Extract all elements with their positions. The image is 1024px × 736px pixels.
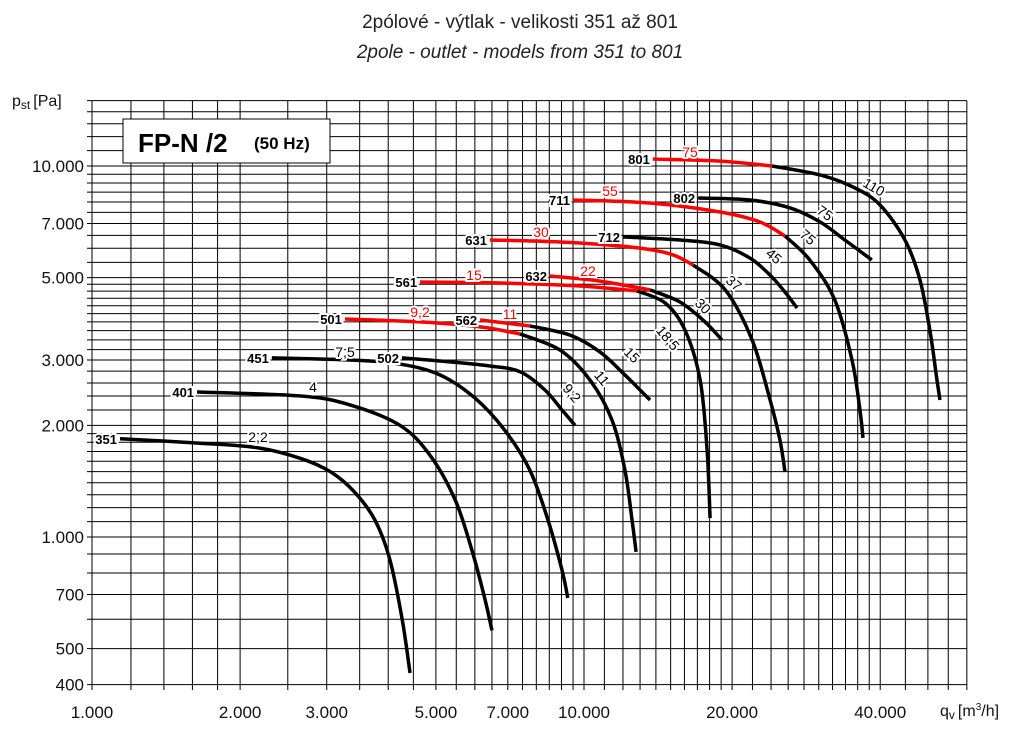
curve-segment-standard bbox=[622, 235, 799, 310]
y-tick-label: 400 bbox=[56, 676, 84, 695]
chart-subtitle: 2pole - outlet - models from 351 to 801 bbox=[356, 42, 683, 63]
x-tick-label: 10.000 bbox=[558, 703, 610, 722]
power-label-highlight-632: 22 bbox=[580, 263, 596, 279]
power-label-711: 75 bbox=[797, 226, 819, 248]
curve-segment-standard bbox=[401, 356, 577, 427]
curve-segment-highlight bbox=[549, 274, 651, 292]
curve-segment-highlight bbox=[572, 198, 786, 238]
x-tick-label: 40.000 bbox=[854, 703, 906, 722]
x-tick-label: 1.000 bbox=[71, 703, 114, 722]
model-label-802: 802 bbox=[673, 191, 695, 206]
curve-711 bbox=[572, 198, 865, 439]
curve-802 bbox=[698, 196, 873, 262]
model-label-631: 631 bbox=[465, 233, 487, 248]
power-label-highlight-801: 75 bbox=[682, 144, 698, 160]
x-tick-label: 5.000 bbox=[415, 703, 458, 722]
badge-frequency: (50 Hz) bbox=[254, 134, 310, 153]
model-label-351: 351 bbox=[95, 432, 117, 447]
model-label-801: 801 bbox=[628, 152, 650, 167]
y-tick-label: 1.000 bbox=[41, 528, 84, 547]
model-label-562: 562 bbox=[455, 313, 477, 328]
power-label-highlight-501: 9,2 bbox=[410, 304, 430, 320]
model-badge: FP-N /2 (50 Hz) bbox=[122, 118, 331, 164]
model-label-712: 712 bbox=[598, 230, 620, 245]
power-label-351: 2,2 bbox=[248, 429, 268, 445]
curve-561 bbox=[420, 280, 712, 519]
curve-segment-standard bbox=[649, 288, 724, 342]
x-axis-label: qv [m3/h] bbox=[940, 702, 999, 722]
curve-segment-standard bbox=[636, 289, 712, 519]
x-tick-label: 3.000 bbox=[305, 703, 348, 722]
y-tick-label: 5.000 bbox=[41, 269, 84, 288]
curve-segment-standard bbox=[771, 164, 942, 401]
power-label-highlight-561: 15 bbox=[466, 267, 482, 283]
badge-title: FP-N /2 bbox=[138, 128, 228, 158]
power-label-highlight-631: 30 bbox=[533, 224, 549, 240]
x-tick-label: 7.000 bbox=[487, 703, 530, 722]
curve-segment-standard bbox=[691, 263, 787, 473]
axis-ticks: 1.000 2.000 3.000 5.000 7.000 10.000 20.000 40.… bbox=[32, 157, 906, 722]
model-label-561: 561 bbox=[395, 275, 417, 290]
x-tick-label: 2.000 bbox=[219, 703, 262, 722]
curve-801 bbox=[652, 157, 942, 401]
y-tick-label: 10.000 bbox=[32, 157, 84, 176]
y-tick-label: 3.000 bbox=[41, 351, 84, 370]
curve-562 bbox=[479, 318, 652, 402]
curve-segment-highlight bbox=[479, 318, 531, 328]
power-label-highlight-711: 55 bbox=[602, 183, 618, 199]
curve-segment-standard bbox=[196, 390, 494, 631]
y-tick-label: 500 bbox=[56, 640, 84, 659]
power-label-502: 9,2 bbox=[560, 380, 585, 405]
model-label-502: 502 bbox=[377, 351, 399, 366]
curve-segment-highlight bbox=[489, 238, 694, 267]
curve-segment-highlight bbox=[652, 157, 773, 168]
y-tick-label: 7.000 bbox=[41, 214, 84, 233]
curve-segment-highlight bbox=[420, 280, 638, 293]
model-label-632: 632 bbox=[525, 269, 547, 284]
curve-segment-highlight bbox=[344, 317, 521, 336]
curve-351 bbox=[119, 437, 412, 674]
curve-segment-standard bbox=[698, 196, 873, 262]
curve-451 bbox=[271, 356, 570, 599]
curve-401 bbox=[196, 390, 494, 631]
curve-segment-standard bbox=[783, 234, 865, 439]
x-tick-label: 20.000 bbox=[706, 703, 758, 722]
model-label-451: 451 bbox=[247, 351, 269, 366]
curve-segment-standard bbox=[271, 356, 570, 599]
power-label-801: 110 bbox=[860, 174, 888, 199]
power-label-451: 7,5 bbox=[335, 344, 355, 360]
curve-502 bbox=[401, 356, 577, 427]
model-label-501: 501 bbox=[320, 312, 342, 327]
y-axis-label: pst [Pa] bbox=[12, 93, 62, 112]
curve-501 bbox=[344, 317, 638, 553]
y-tick-label: 2.000 bbox=[41, 416, 84, 435]
grid bbox=[87, 100, 968, 690]
model-label-401: 401 bbox=[172, 385, 194, 400]
model-label-711: 711 bbox=[549, 193, 570, 208]
power-label-highlight-562: 11 bbox=[503, 306, 518, 322]
curve-segment-standard bbox=[119, 437, 412, 674]
power-label-561: 18,5 bbox=[653, 322, 683, 353]
curve-segment-standard bbox=[519, 332, 638, 553]
curve-712 bbox=[622, 235, 799, 310]
chart-title: 2pólové - výtlak - velikosti 351 až 801 bbox=[362, 12, 678, 33]
y-tick-label: 700 bbox=[56, 585, 84, 604]
curve-segment-standard bbox=[529, 324, 652, 402]
curves bbox=[119, 157, 942, 674]
curve-631 bbox=[489, 238, 787, 473]
curve-632 bbox=[549, 274, 724, 342]
power-label-401: 4 bbox=[309, 379, 317, 395]
